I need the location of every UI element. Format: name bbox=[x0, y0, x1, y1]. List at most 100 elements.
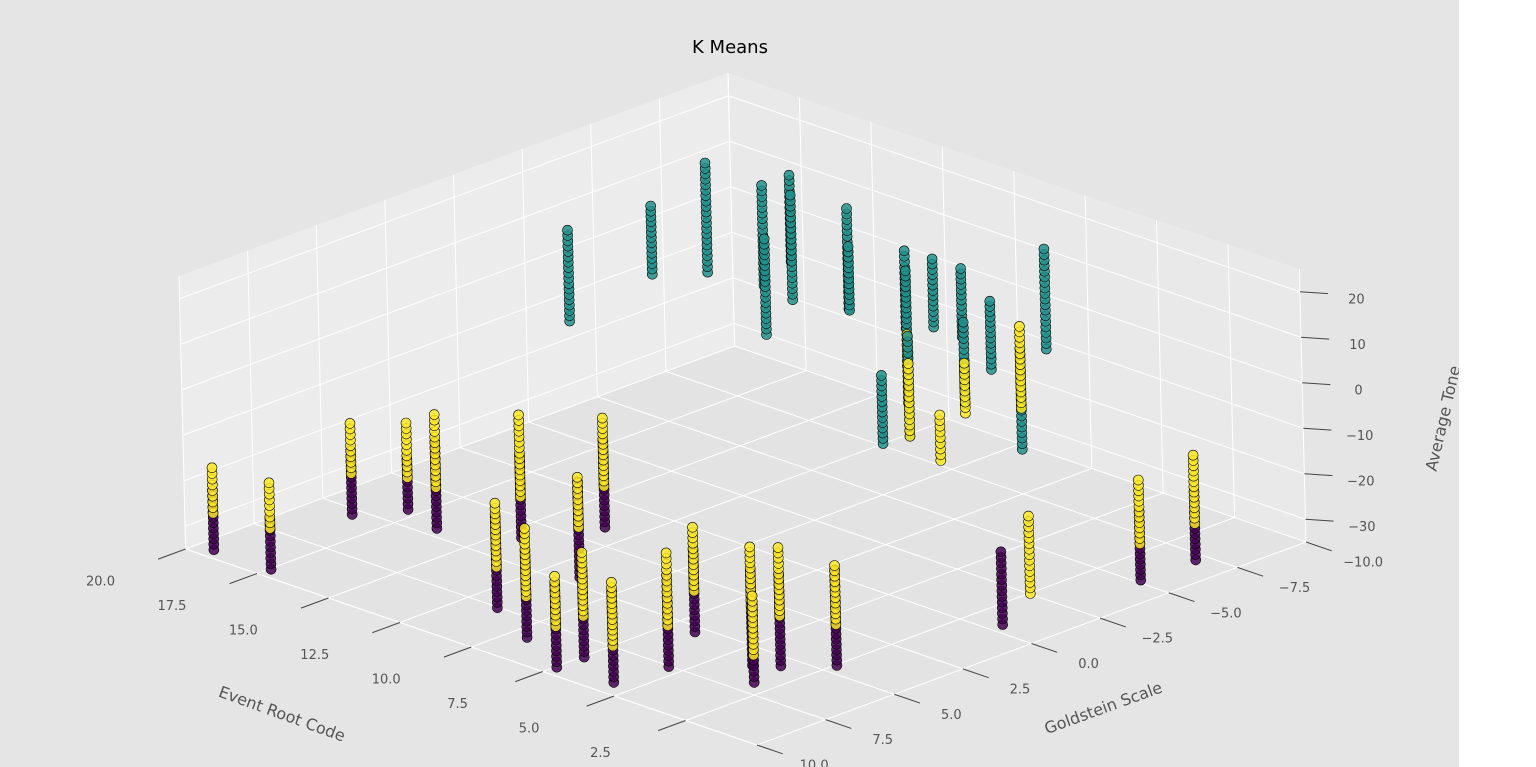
data-point-cluster-1 bbox=[562, 224, 573, 236]
z-tick-mark bbox=[1303, 427, 1332, 431]
data-point-cluster-2 bbox=[428, 409, 440, 420]
z-tick-mark bbox=[1301, 336, 1330, 340]
data-point-cluster-2 bbox=[1014, 321, 1025, 332]
grid-line-y-wall bbox=[315, 225, 324, 499]
grid-line-y-wall bbox=[453, 174, 461, 448]
y-tick-label: −5.0 bbox=[1210, 606, 1242, 621]
chart-canvas: 2.5 5.0 7.5 10.0 12.5 15.0 17.5 20.0 10.0 7.5 5.0 2… bbox=[86, 37, 1459, 767]
grid-line-x-wall bbox=[941, 146, 950, 420]
data-points bbox=[206, 157, 1201, 688]
grid-line-y-wall bbox=[178, 275, 187, 550]
grid-line-x-wall bbox=[1084, 195, 1093, 469]
y-tick-label: −2.5 bbox=[1141, 632, 1173, 647]
data-point-cluster-0 bbox=[995, 546, 1007, 558]
x-tick-label: 20.0 bbox=[86, 574, 115, 589]
data-point-cluster-2 bbox=[958, 357, 970, 369]
z-tick-label: 0 bbox=[1354, 383, 1362, 398]
x-tick-mark bbox=[157, 548, 186, 560]
y-tick-mark bbox=[1237, 566, 1264, 577]
data-point-cluster-1 bbox=[645, 200, 657, 212]
data-point-cluster-2 bbox=[1023, 510, 1034, 522]
data-point-cluster-2 bbox=[400, 417, 412, 429]
data-point-cluster-2 bbox=[206, 462, 218, 474]
y-tick-mark bbox=[756, 744, 783, 755]
x-tick-label: 10.0 bbox=[372, 672, 401, 687]
grid-line-x-wall bbox=[1156, 219, 1164, 494]
y-tick-label: 0.0 bbox=[1078, 657, 1099, 672]
data-point-cluster-1 bbox=[784, 189, 796, 201]
x-tick-mark bbox=[657, 720, 686, 732]
data-point-cluster-2 bbox=[829, 560, 840, 571]
x-tick-mark bbox=[515, 671, 543, 683]
grid-line-z-left bbox=[180, 140, 730, 345]
data-point-cluster-2 bbox=[576, 547, 588, 558]
grid-line-z-right bbox=[728, 95, 1301, 293]
data-point-cluster-2 bbox=[934, 409, 946, 421]
data-point-cluster-2 bbox=[1133, 474, 1144, 486]
data-point-cluster-1 bbox=[699, 157, 711, 169]
y-axis-label: Goldstein Scale bbox=[1042, 678, 1165, 738]
z-tick-label: 10 bbox=[1349, 338, 1366, 353]
z-axis-line bbox=[1298, 268, 1307, 543]
data-point-cluster-1 bbox=[1038, 243, 1050, 255]
grid-line-z-left bbox=[181, 186, 731, 391]
data-point-cluster-2 bbox=[344, 418, 356, 429]
grid-line-y-wall bbox=[727, 72, 736, 347]
y-tick-label: −7.5 bbox=[1279, 581, 1311, 596]
z-tick-label: 20 bbox=[1348, 292, 1365, 307]
data-point-cluster-2 bbox=[746, 590, 758, 602]
data-point-cluster-2 bbox=[549, 570, 560, 582]
z-axis-label: Average Tone bbox=[1422, 364, 1459, 473]
data-point-cluster-2 bbox=[571, 471, 583, 483]
x-tick-label: 15.0 bbox=[229, 623, 258, 638]
data-point-cluster-2 bbox=[519, 523, 530, 534]
data-point-cluster-1 bbox=[876, 370, 887, 381]
y-tick-mark bbox=[825, 719, 852, 729]
grid-line-y-floor bbox=[254, 523, 826, 721]
data-point-cluster-1 bbox=[783, 169, 795, 181]
x-tick-mark bbox=[300, 597, 329, 609]
x-tick-label: 7.5 bbox=[447, 697, 468, 712]
data-point-cluster-2 bbox=[772, 542, 784, 553]
data-point-cluster-1 bbox=[756, 180, 767, 191]
x-tick-label: 5.0 bbox=[519, 721, 540, 736]
y-tick-label: 7.5 bbox=[872, 733, 893, 748]
grid-line-y-wall bbox=[658, 98, 667, 372]
x-tick-label: 12.5 bbox=[300, 648, 329, 663]
data-point-cluster-2 bbox=[513, 409, 524, 421]
data-point-cluster-1 bbox=[957, 316, 969, 328]
x-tick-mark bbox=[229, 573, 258, 585]
y-tick-label: 2.5 bbox=[1010, 682, 1031, 697]
y-tick-mark bbox=[1031, 643, 1058, 653]
grid-line-y-wall bbox=[384, 199, 392, 473]
x-tick-label: 2.5 bbox=[590, 746, 611, 761]
data-point-cluster-2 bbox=[902, 358, 914, 369]
z-tick-label: −20 bbox=[1347, 474, 1374, 489]
grid-line-z-right bbox=[729, 140, 1302, 338]
grid-line-x-wall bbox=[870, 121, 878, 396]
grid-line-y-wall bbox=[590, 123, 598, 397]
data-point-cluster-2 bbox=[1187, 449, 1199, 461]
y-tick-mark bbox=[962, 668, 989, 679]
y-tick-label: 5.0 bbox=[941, 708, 962, 723]
z-tick-mark bbox=[1304, 473, 1333, 477]
data-point-cluster-1 bbox=[898, 245, 910, 257]
data-point-cluster-1 bbox=[902, 330, 913, 342]
grid-line-z-left bbox=[184, 322, 735, 527]
grid-line-x-wall bbox=[1227, 244, 1236, 518]
grid-line-z-left bbox=[182, 231, 733, 436]
x-axis-label: Event Root Code bbox=[216, 682, 348, 745]
grid-line-z-right bbox=[730, 186, 1303, 384]
data-point-cluster-2 bbox=[596, 412, 608, 424]
grid-line-z-left bbox=[179, 95, 729, 300]
chart-title: K Means bbox=[692, 37, 768, 58]
tick-marks bbox=[157, 268, 1334, 755]
grid-line-z-left bbox=[183, 277, 734, 482]
y-tick-mark bbox=[1305, 541, 1332, 552]
x-tick-mark bbox=[372, 622, 401, 634]
z-tick-label: −30 bbox=[1348, 520, 1375, 535]
data-point-cluster-2 bbox=[263, 477, 275, 489]
grid-line-x-wall bbox=[798, 97, 807, 371]
data-point-cluster-1 bbox=[984, 295, 996, 307]
data-point-cluster-2 bbox=[489, 497, 501, 509]
